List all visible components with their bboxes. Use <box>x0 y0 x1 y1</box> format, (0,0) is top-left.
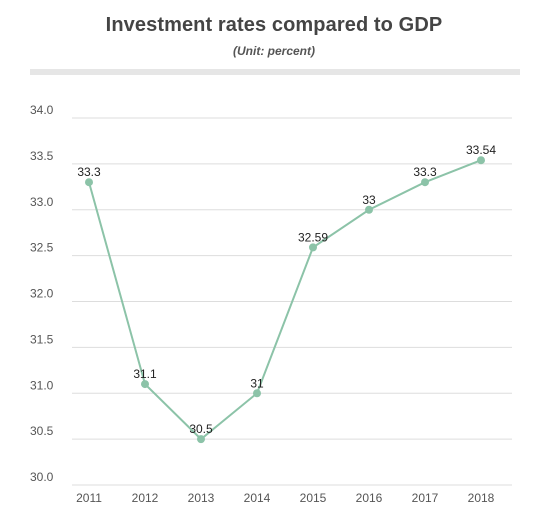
data-label: 31 <box>250 376 264 390</box>
data-label: 33.54 <box>466 143 496 157</box>
y-tick-label: 34.0 <box>30 103 54 117</box>
y-tick-label: 31.0 <box>30 378 54 392</box>
x-tick-label: 2014 <box>244 491 271 505</box>
data-label: 33.3 <box>77 165 101 179</box>
x-tick-label: 2011 <box>76 491 102 505</box>
y-tick-label: 30.0 <box>30 470 54 484</box>
data-point[interactable] <box>421 178 429 187</box>
x-tick-label: 2016 <box>356 491 383 505</box>
y-tick-label: 30.5 <box>30 424 54 438</box>
y-tick-label: 33.0 <box>30 195 54 209</box>
data-label: 31.1 <box>133 367 157 381</box>
data-point[interactable] <box>477 156 485 165</box>
series-line <box>88 159 482 441</box>
header-divider <box>30 69 520 75</box>
data-label: 33.3 <box>413 165 437 179</box>
chart-subtitle: (Unit: percent) <box>233 44 315 58</box>
y-tick-label: 32.5 <box>30 241 54 255</box>
data-point[interactable] <box>309 243 317 252</box>
y-tick-label: 32.0 <box>30 287 54 301</box>
x-tick-label: 2013 <box>188 491 215 505</box>
data-point[interactable] <box>197 435 205 444</box>
data-label: 32.59 <box>298 230 328 244</box>
x-tick-label: 2017 <box>412 491 439 505</box>
data-label: 33 <box>362 193 376 207</box>
data-label: 30.5 <box>189 422 213 436</box>
x-tick-label: 2018 <box>468 491 495 505</box>
data-point[interactable] <box>365 205 373 214</box>
x-tick-label: 2015 <box>300 491 327 505</box>
y-tick-label: 31.5 <box>30 332 54 346</box>
data-point[interactable] <box>85 178 93 187</box>
y-tick-label: 33.5 <box>30 149 54 163</box>
data-point[interactable] <box>141 380 149 389</box>
chart-title: Investment rates compared to GDP <box>105 14 443 36</box>
x-tick-label: 2012 <box>132 491 159 505</box>
data-point[interactable] <box>253 389 261 398</box>
